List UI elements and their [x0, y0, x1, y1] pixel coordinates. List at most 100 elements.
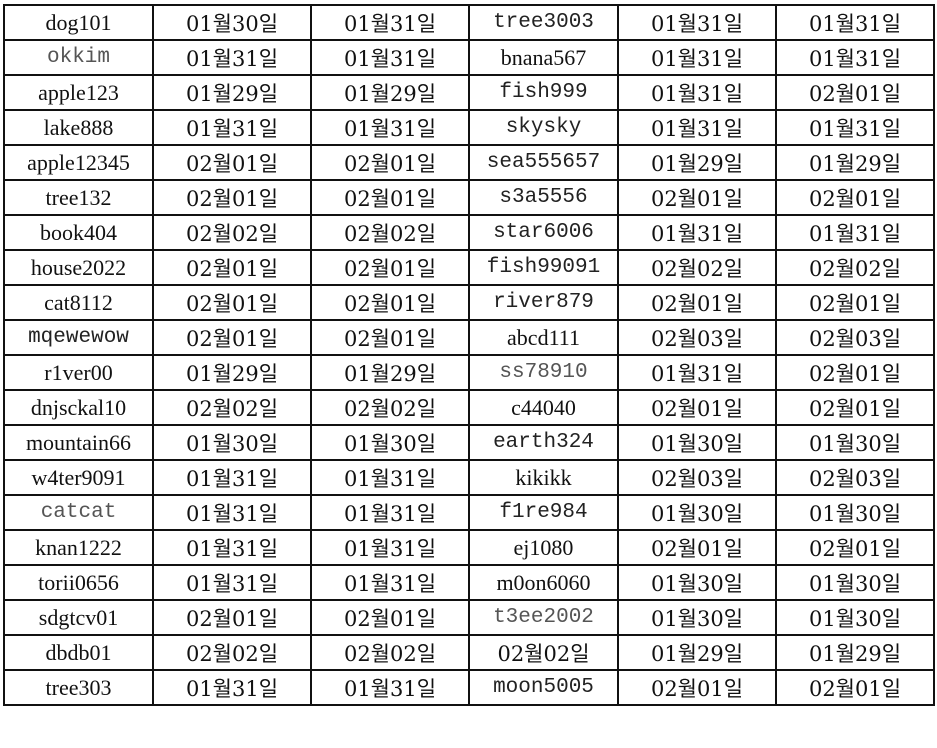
- table-row: r1ver00 01월29일 01월29일 ss78910 01월31일 02월01일: [3, 354, 935, 391]
- id-cell: torii0656: [3, 564, 154, 601]
- id-cell: okkim: [3, 39, 154, 76]
- date-cell-1: 01월30일: [617, 599, 777, 636]
- id-cell: kikikk: [468, 459, 619, 496]
- date-cell-1: 01월30일: [617, 424, 777, 461]
- id-cell: abcd111: [468, 319, 619, 356]
- table-row: mountain66 01월30일 01월30일 earth324 01월30일 01월3…: [3, 424, 935, 461]
- id-cell: s3a5556: [468, 179, 619, 216]
- id-cell: dog101: [3, 4, 154, 41]
- date-cell-2: 01월31일: [775, 39, 935, 76]
- id-cell: mqewewow: [3, 319, 154, 356]
- id-cell: apple123: [3, 74, 154, 111]
- date-cell-2: 02월01일: [775, 389, 935, 426]
- id-cell: book404: [3, 214, 154, 251]
- id-cell: dbdb01: [3, 634, 154, 671]
- id-cell: catcat: [3, 494, 154, 531]
- data-table: dog101 01월30일 01월31일 tree3003 01월31일 01월31일 ok…: [3, 4, 935, 706]
- id-cell: house2022: [3, 249, 154, 286]
- id-cell: c44040: [468, 389, 619, 426]
- date-cell-2: 01월31일: [310, 564, 470, 601]
- date-cell-2: 02월01일: [775, 529, 935, 566]
- id-cell: m0on6060: [468, 564, 619, 601]
- date-cell-2: 02월02일: [310, 214, 470, 251]
- date-cell-2: 01월31일: [775, 109, 935, 146]
- id-cell: 02월02일: [468, 634, 619, 671]
- date-cell-1: 02월02일: [152, 214, 312, 251]
- date-cell-2: 02월01일: [775, 284, 935, 321]
- date-cell-1: 02월01일: [152, 599, 312, 636]
- date-cell-1: 01월29일: [617, 634, 777, 671]
- date-cell-2: 01월29일: [310, 74, 470, 111]
- table-row: tree132 02월01일 02월01일 s3a5556 02월01일 02월01일: [3, 179, 935, 216]
- date-cell-2: 02월03일: [775, 459, 935, 496]
- date-cell-2: 02월01일: [310, 144, 470, 181]
- id-cell: f1re984: [468, 494, 619, 531]
- date-cell-1: 02월01일: [617, 669, 777, 706]
- date-cell-1: 02월01일: [152, 179, 312, 216]
- date-cell-1: 02월03일: [617, 459, 777, 496]
- date-cell-2: 02월01일: [310, 319, 470, 356]
- date-cell-1: 02월01일: [617, 284, 777, 321]
- table-row: okkim 01월31일 01월31일 bnana567 01월31일 01월31일: [3, 39, 935, 76]
- date-cell-2: 01월30일: [775, 564, 935, 601]
- id-cell: fish99091: [468, 249, 619, 286]
- id-cell: tree132: [3, 179, 154, 216]
- table-row: dbdb01 02월02일 02월02일 02월02일 01월29일 01월29일: [3, 634, 935, 671]
- date-cell-1: 01월31일: [617, 214, 777, 251]
- id-cell: mountain66: [3, 424, 154, 461]
- id-cell: w4ter9091: [3, 459, 154, 496]
- table-body: dog101 01월30일 01월31일 tree3003 01월31일 01월31일 ok…: [3, 4, 935, 706]
- date-cell-2: 01월29일: [310, 354, 470, 391]
- table-row: lake888 01월31일 01월31일 skysky 01월31일 01월31일: [3, 109, 935, 146]
- date-cell-1: 01월31일: [617, 109, 777, 146]
- id-cell: apple12345: [3, 144, 154, 181]
- date-cell-1: 01월31일: [152, 459, 312, 496]
- table-row: mqewewow 02월01일 02월01일 abcd111 02월03일 02월03일: [3, 319, 935, 356]
- date-cell-2: 01월31일: [310, 669, 470, 706]
- date-cell-2: 02월01일: [310, 599, 470, 636]
- date-cell-2: 02월01일: [775, 179, 935, 216]
- table-row: cat8112 02월01일 02월01일 river879 02월01일 02월01일: [3, 284, 935, 321]
- id-cell: fish999: [468, 74, 619, 111]
- id-cell: ej1080: [468, 529, 619, 566]
- id-cell: t3ee2002: [468, 599, 619, 636]
- id-cell: bnana567: [468, 39, 619, 76]
- date-cell-2: 02월01일: [775, 669, 935, 706]
- table-row: catcat 01월31일 01월31일 f1re984 01월30일 01월30일: [3, 494, 935, 531]
- table-row: torii0656 01월31일 01월31일 m0on6060 01월30일 01월30…: [3, 564, 935, 601]
- date-cell-2: 02월01일: [775, 354, 935, 391]
- date-cell-1: 01월29일: [152, 354, 312, 391]
- id-cell: river879: [468, 284, 619, 321]
- table-row: book404 02월02일 02월02일 star6006 01월31일 01월31일: [3, 214, 935, 251]
- date-cell-2: 01월30일: [310, 424, 470, 461]
- date-cell-1: 01월31일: [617, 39, 777, 76]
- id-cell: tree303: [3, 669, 154, 706]
- date-cell-1: 02월01일: [152, 144, 312, 181]
- date-cell-2: 02월01일: [775, 74, 935, 111]
- date-cell-1: 01월30일: [152, 424, 312, 461]
- date-cell-2: 01월31일: [310, 4, 470, 41]
- date-cell-2: 01월30일: [775, 424, 935, 461]
- date-cell-1: 01월31일: [152, 529, 312, 566]
- date-cell-1: 01월29일: [617, 144, 777, 181]
- date-cell-2: 01월31일: [775, 4, 935, 41]
- id-cell: r1ver00: [3, 354, 154, 391]
- date-cell-1: 01월30일: [617, 564, 777, 601]
- date-cell-2: 01월31일: [310, 39, 470, 76]
- id-cell: tree3003: [468, 4, 619, 41]
- date-cell-1: 02월03일: [617, 319, 777, 356]
- date-cell-2: 01월29일: [775, 634, 935, 671]
- date-cell-2: 01월30일: [775, 494, 935, 531]
- date-cell-2: 01월31일: [310, 459, 470, 496]
- date-cell-1: 01월31일: [152, 39, 312, 76]
- date-cell-2: 02월02일: [310, 634, 470, 671]
- date-cell-2: 01월31일: [310, 494, 470, 531]
- date-cell-2: 01월31일: [310, 529, 470, 566]
- date-cell-1: 02월01일: [617, 389, 777, 426]
- date-cell-1: 02월02일: [617, 249, 777, 286]
- id-cell: ss78910: [468, 354, 619, 391]
- id-cell: star6006: [468, 214, 619, 251]
- date-cell-2: 01월30일: [775, 599, 935, 636]
- table-row: dog101 01월30일 01월31일 tree3003 01월31일 01월31일: [3, 4, 935, 41]
- date-cell-2: 02월01일: [310, 284, 470, 321]
